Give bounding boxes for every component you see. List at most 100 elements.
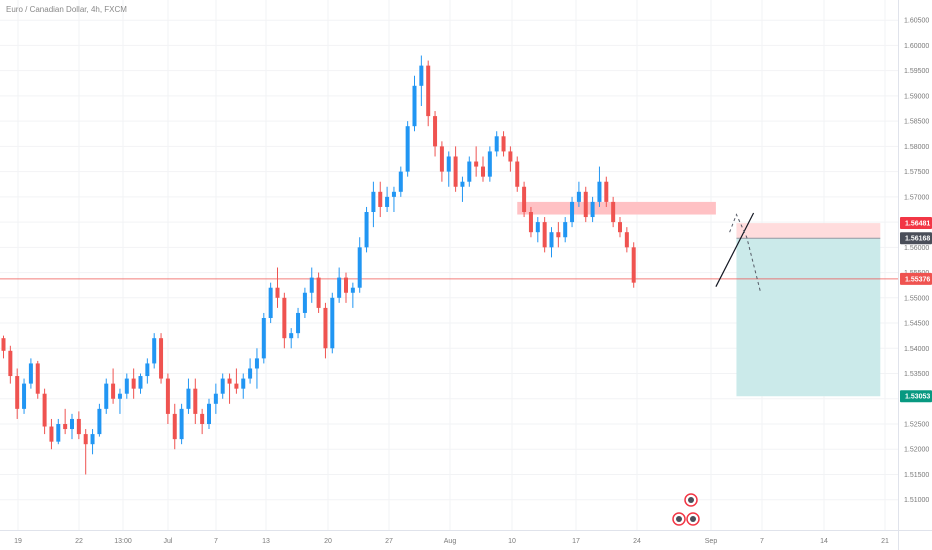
drawings[interactable] <box>715 212 761 292</box>
candle-body <box>385 196 390 207</box>
candle <box>549 227 554 258</box>
candle-body <box>590 201 595 218</box>
candle <box>570 196 575 228</box>
candle-body <box>302 292 307 313</box>
candle <box>35 360 40 399</box>
x-tick-label: 24 <box>633 538 641 545</box>
candle <box>631 242 636 288</box>
projection-path <box>729 213 761 292</box>
candle-body <box>8 350 13 377</box>
candle <box>487 146 492 182</box>
candle-body <box>234 383 239 389</box>
event-flag-icon-3 <box>686 512 700 526</box>
candle-body <box>70 418 74 430</box>
price-badge <box>900 232 932 245</box>
candle <box>563 217 568 243</box>
trade-zones[interactable] <box>517 201 881 397</box>
candle-body <box>357 247 362 288</box>
candle-body <box>439 146 444 172</box>
candle <box>460 176 465 202</box>
candle <box>597 166 602 207</box>
y-tick-label: 1.58000 <box>904 144 929 151</box>
candle <box>453 146 458 192</box>
candle <box>481 156 485 182</box>
candle <box>302 287 307 318</box>
candle-body <box>474 161 479 167</box>
candle <box>515 156 520 192</box>
y-tick-label: 1.54000 <box>904 346 929 353</box>
candle-body <box>35 363 40 394</box>
event-dot <box>690 516 696 522</box>
x-tick-label: 20 <box>324 538 332 545</box>
candle-body <box>296 312 301 334</box>
candle-body <box>391 191 396 197</box>
x-tick-label: 13 <box>262 538 270 545</box>
candle <box>371 181 376 228</box>
candle-body <box>111 383 116 399</box>
stop-zone <box>736 223 881 239</box>
candle-body <box>261 318 266 359</box>
candle <box>378 181 383 218</box>
candle-body <box>248 368 253 379</box>
event-flag-icon-1 <box>684 493 698 507</box>
candle-body <box>522 186 527 212</box>
candle <box>474 146 479 177</box>
candle <box>179 403 184 445</box>
candle-body <box>83 434 88 445</box>
candle <box>501 131 506 157</box>
candle-body <box>186 388 191 409</box>
y-tick-label: 1.59500 <box>904 68 929 75</box>
candle-body <box>200 413 205 424</box>
candle <box>344 272 348 303</box>
x-tick-label: 13:00 <box>114 538 132 545</box>
candle-body <box>254 358 259 369</box>
candle-body <box>131 378 136 389</box>
candle <box>576 181 581 207</box>
candle <box>494 131 499 157</box>
candle <box>131 368 136 399</box>
candle <box>220 373 225 399</box>
candle-body <box>631 247 636 283</box>
x-tick-label: 17 <box>572 538 580 545</box>
candle-body <box>193 388 198 414</box>
price-badge <box>900 217 932 230</box>
candle <box>398 166 403 197</box>
candle-body <box>152 338 157 364</box>
candle <box>159 333 164 384</box>
price-badge <box>900 272 932 285</box>
price-badge-label: 1.53053 <box>905 394 930 401</box>
chart-title: Euro / Canadian Dollar, 4h, FXCM <box>6 5 127 14</box>
candle <box>70 413 74 440</box>
trend-line <box>715 212 755 287</box>
candle-body <box>165 378 170 414</box>
event-icons[interactable] <box>672 493 700 526</box>
candle-body <box>535 222 540 233</box>
candle-body <box>501 136 506 152</box>
candle-body <box>515 161 520 187</box>
candle-body <box>1 338 6 351</box>
y-tick-label: 1.60000 <box>904 43 929 50</box>
candle-body <box>556 232 561 238</box>
candle-body <box>344 277 348 293</box>
candle <box>124 373 129 399</box>
x-tick-label: 14 <box>820 538 828 545</box>
time-axis[interactable]: 19 22 13:00 Jul 7 13 20 27 Aug 10 17 24 Sep 7 14 21 <box>0 530 932 546</box>
candle <box>624 227 629 253</box>
price-badge-label: 1.56481 <box>905 221 930 228</box>
candle <box>542 217 547 253</box>
candle-body <box>618 222 622 233</box>
candle <box>49 418 54 450</box>
candle <box>117 388 122 414</box>
candle-body <box>76 418 81 435</box>
candle-body <box>508 151 513 162</box>
candle <box>364 206 369 253</box>
candle-body <box>453 156 458 187</box>
candle <box>76 411 81 440</box>
candle <box>604 176 609 207</box>
candle-body <box>282 297 287 339</box>
candle-body <box>481 166 485 177</box>
candle <box>528 206 533 238</box>
x-tick-label: 7 <box>214 538 218 545</box>
